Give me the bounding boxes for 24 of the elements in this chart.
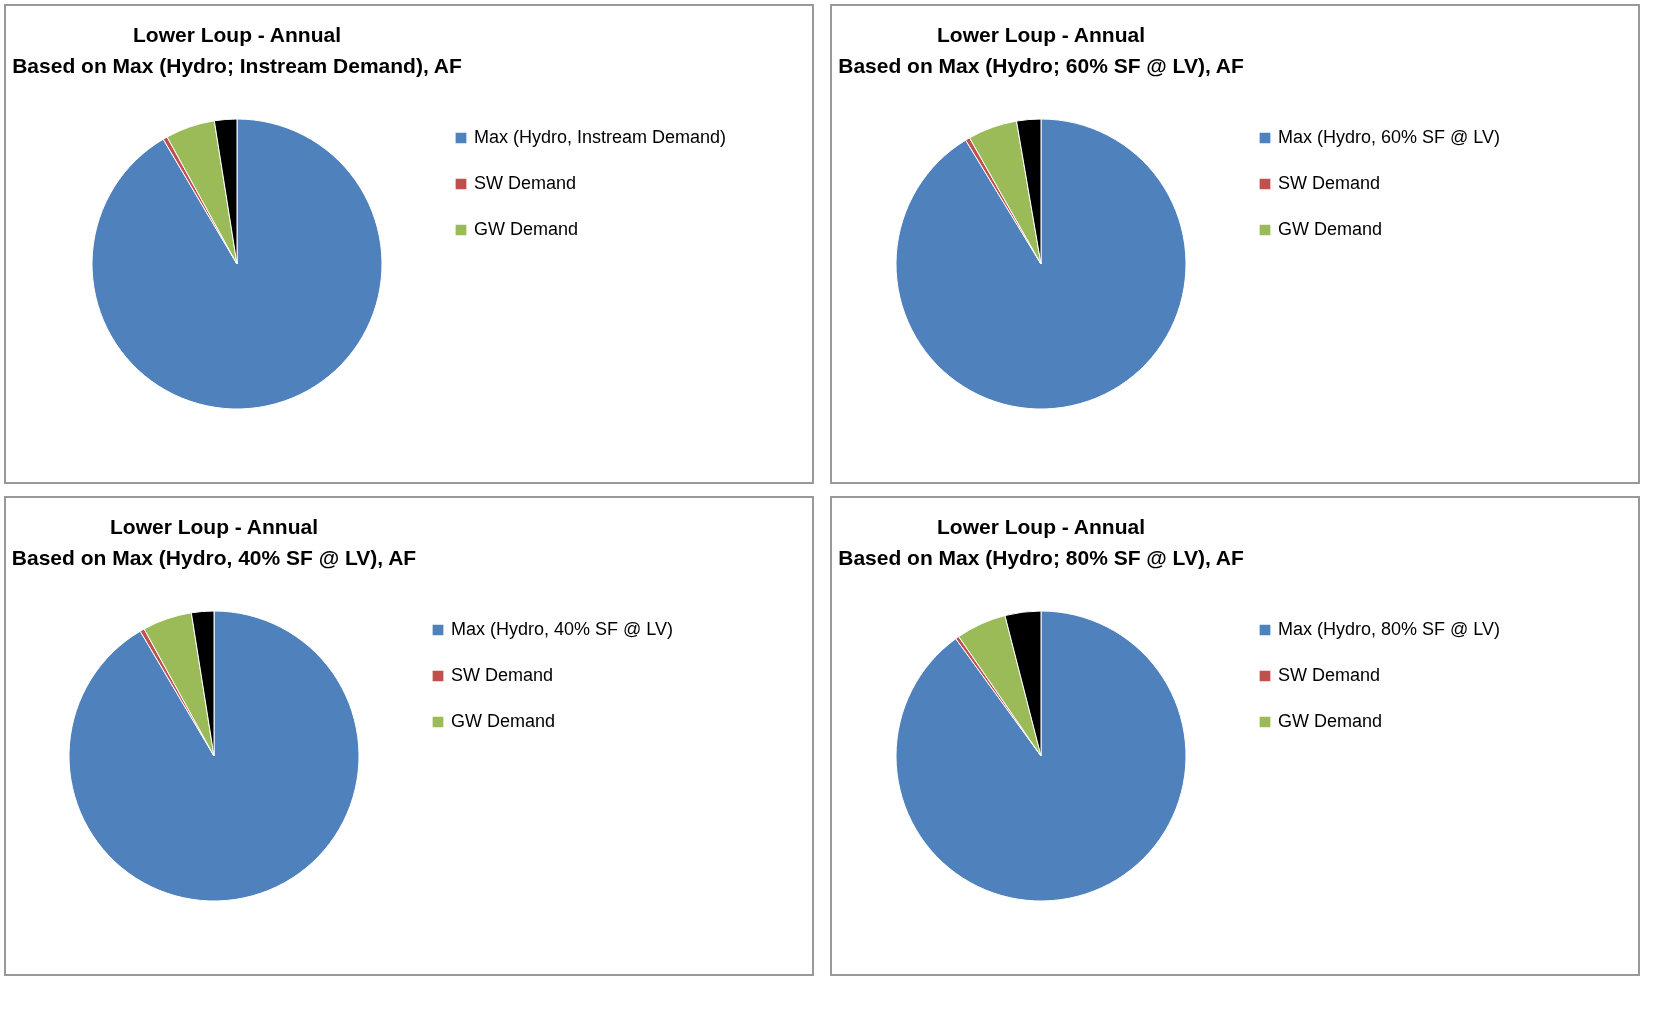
- legend-label: Max (Hydro, Instream Demand): [474, 127, 727, 147]
- chart-title: Lower Loup - Annual: [132, 23, 342, 46]
- pie-slice: [895, 118, 1187, 410]
- legend-label: GW Demand: [1278, 219, 1383, 239]
- chart-subtitle: Based on Max (Hydro; 80% SF @ LV), AF: [838, 546, 1244, 569]
- chart-title: Lower Loup - Annual: [936, 23, 1146, 46]
- legend-label: SW Demand: [451, 665, 554, 685]
- legend-label: Max (Hydro, 60% SF @ LV): [1278, 127, 1500, 147]
- chart-title: Lower Loup - Annual: [936, 515, 1146, 538]
- legend-label: SW Demand: [1278, 173, 1381, 193]
- legend-label: GW Demand: [474, 219, 579, 239]
- chart-subtitle: Based on Max (Hydro; Instream Demand), AF: [12, 54, 462, 77]
- legend-label: GW Demand: [451, 711, 556, 731]
- legend-label: GW Demand: [1278, 711, 1383, 731]
- legend-label: SW Demand: [1278, 665, 1381, 685]
- pie-slice: [91, 118, 383, 410]
- chart-subtitle: Based on Max (Hydro, 40% SF @ LV), AF: [11, 546, 417, 569]
- pie-slice: [895, 610, 1187, 902]
- pie-slice: [68, 610, 360, 902]
- legend-label: Max (Hydro, 80% SF @ LV): [1278, 619, 1500, 639]
- chart-title: Lower Loup - Annual: [109, 515, 319, 538]
- chart-subtitle: Based on Max (Hydro; 60% SF @ LV), AF: [838, 54, 1244, 77]
- legend-label: SW Demand: [474, 173, 577, 193]
- legend-label: Max (Hydro, 40% SF @ LV): [451, 619, 673, 639]
